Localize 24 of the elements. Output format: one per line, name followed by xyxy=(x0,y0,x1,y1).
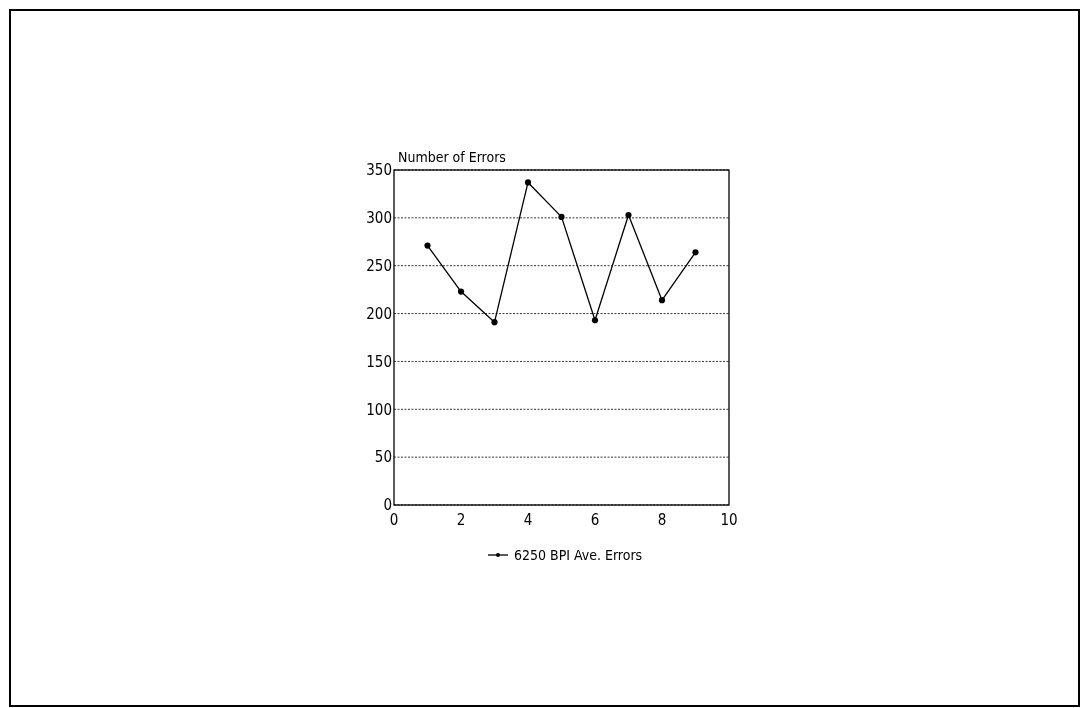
legend-label: 6250 BPI Ave. Errors xyxy=(514,546,643,563)
y-tick-label: 0 xyxy=(383,496,392,515)
x-tick-label: 10 xyxy=(720,511,738,529)
point xyxy=(491,319,498,326)
point xyxy=(692,249,699,256)
point xyxy=(524,179,532,186)
point xyxy=(591,317,599,324)
point xyxy=(558,213,565,220)
y-tick-label: 300 xyxy=(366,209,392,228)
y-tick-label: 250 xyxy=(366,256,392,275)
point xyxy=(457,288,465,295)
y-tick-label: 100 xyxy=(366,400,392,419)
x-tick-label: 8 xyxy=(657,511,667,529)
y-axis-title: Number of Errors xyxy=(398,149,506,165)
x-tick-label: 4 xyxy=(523,511,533,529)
y-tick-label: 50 xyxy=(374,448,392,467)
y-tick-label: 350 xyxy=(366,161,392,180)
x-tick-label: 2 xyxy=(456,511,466,529)
point xyxy=(625,211,632,219)
y-tick-label: 200 xyxy=(366,304,392,323)
x-tick-label: 6 xyxy=(590,511,600,529)
point xyxy=(658,297,666,304)
point xyxy=(424,242,431,249)
y-tick-label: 150 xyxy=(366,352,392,371)
